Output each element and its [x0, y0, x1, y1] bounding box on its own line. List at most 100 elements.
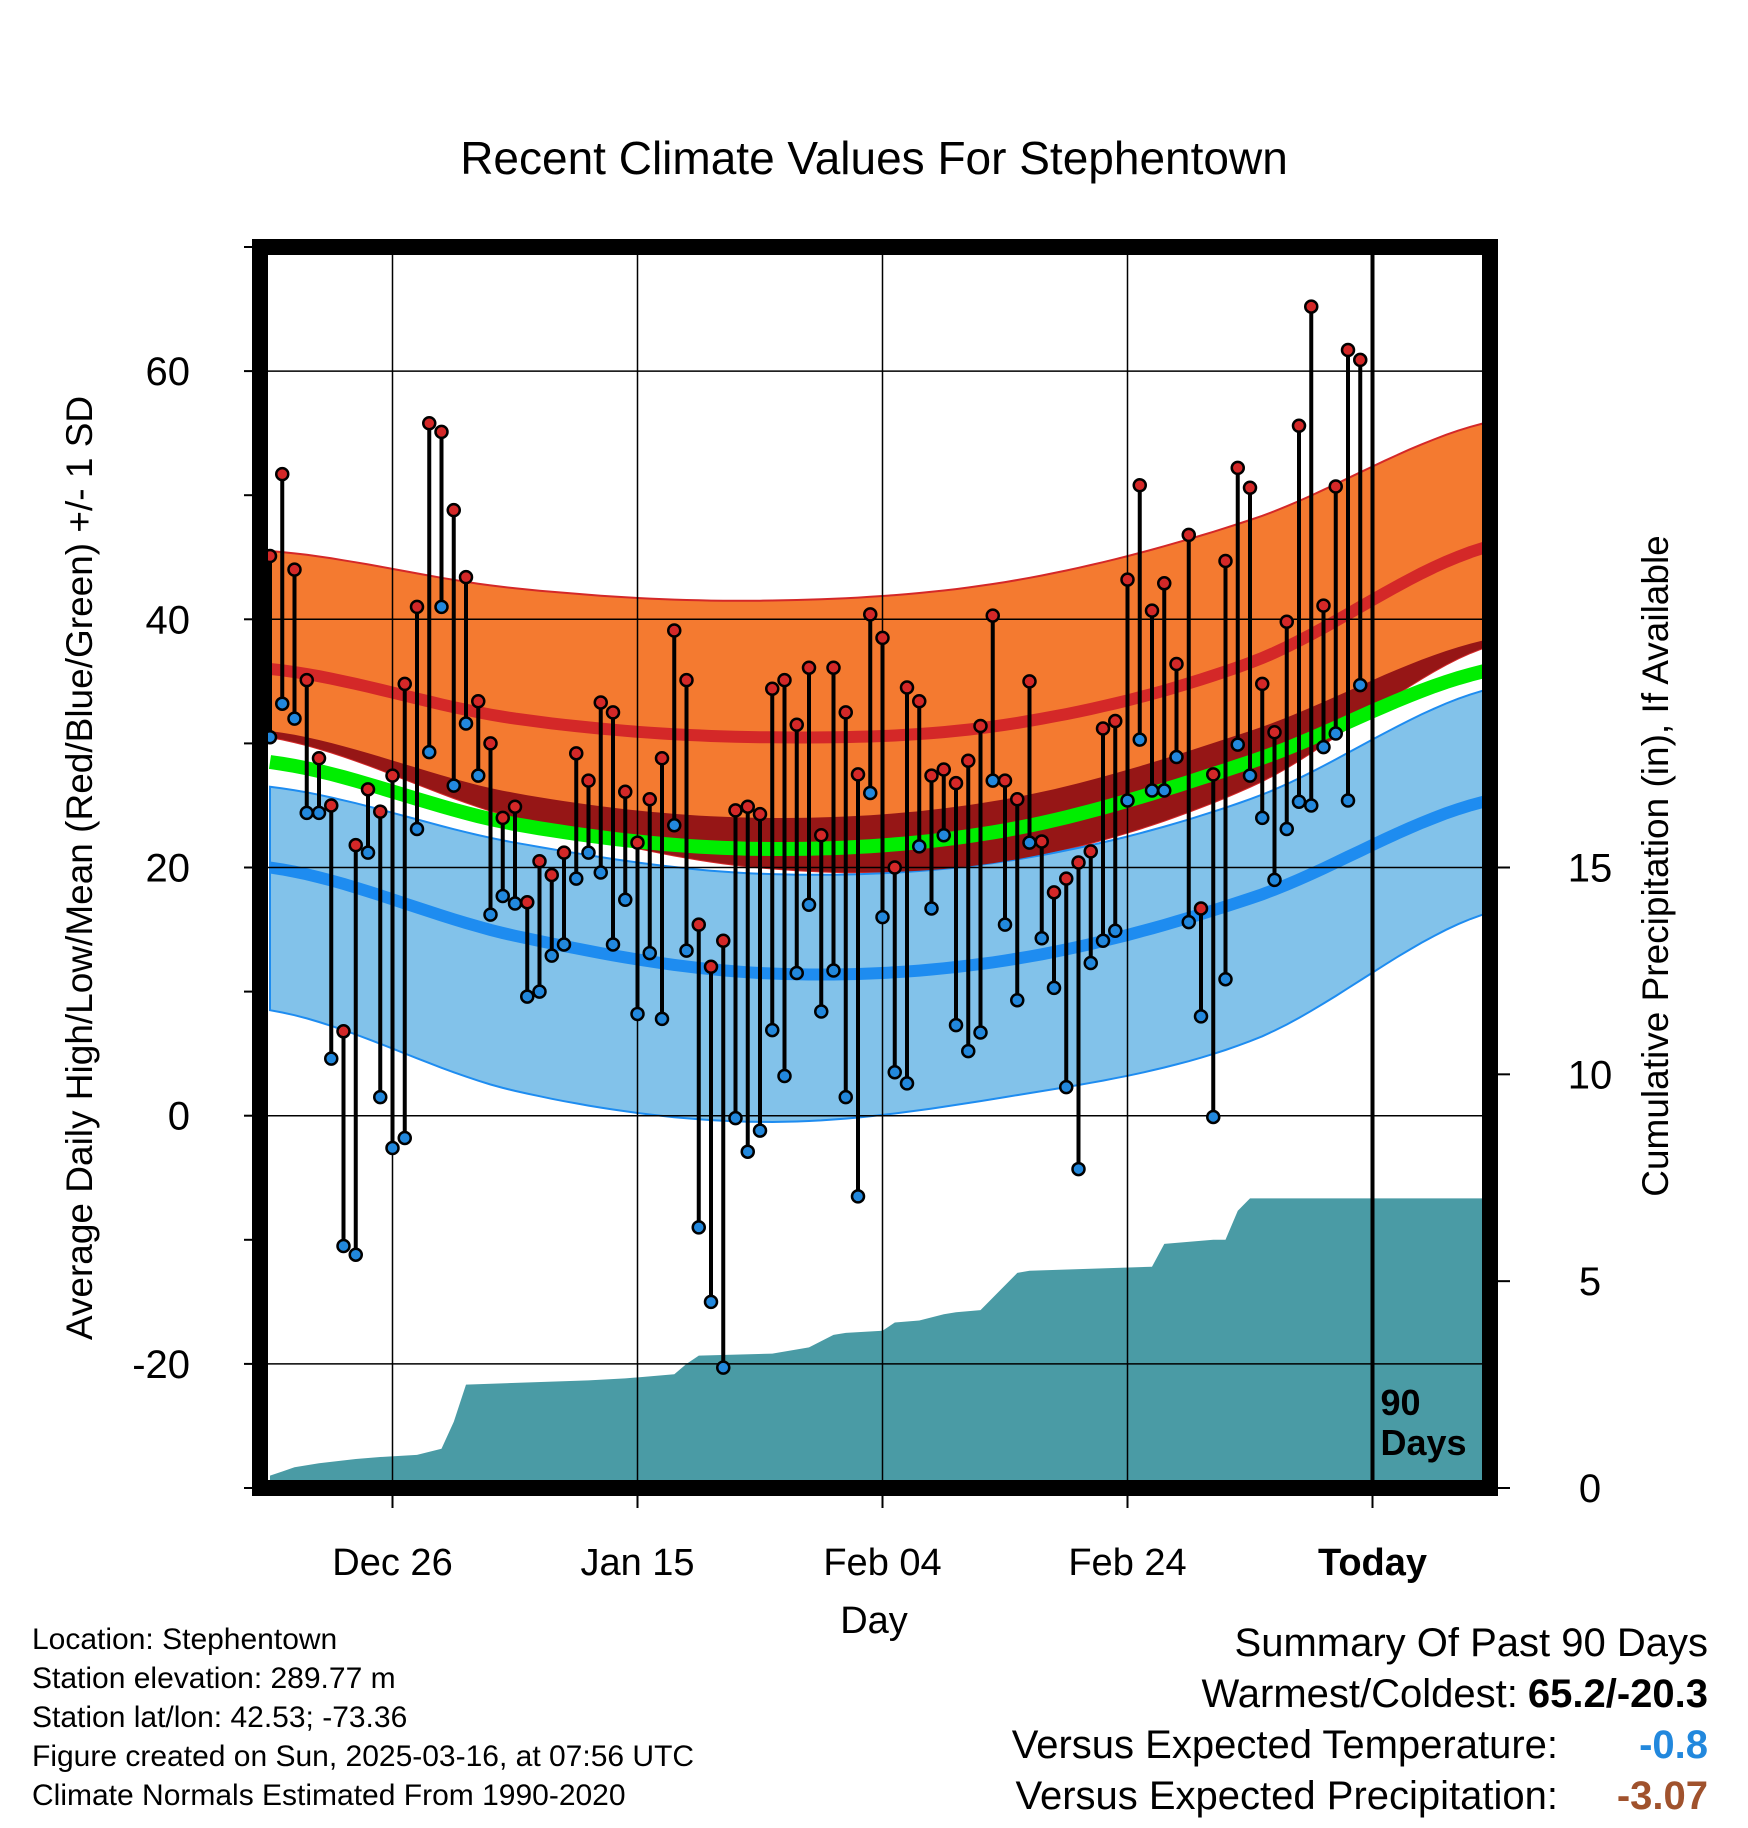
low-point [1279, 821, 1294, 837]
location-text: Location: Stephentown [32, 1623, 338, 1656]
high-point [458, 569, 474, 585]
precip-area [270, 1198, 1490, 1488]
precip-departure-row: Versus Expected Precipitation: -3.07 [1012, 1771, 1708, 1822]
high-point [409, 599, 425, 615]
high-point [299, 672, 314, 688]
high-point [667, 623, 682, 638]
low-point [605, 937, 621, 952]
high-point [446, 502, 461, 518]
high-point [1279, 614, 1294, 630]
high-point [630, 835, 645, 850]
y-tick-label: 0 [168, 1095, 190, 1139]
low-point [912, 839, 927, 854]
low-point [520, 989, 535, 1004]
high-point [1071, 855, 1086, 870]
low-point [703, 1294, 719, 1310]
high-point [1304, 299, 1319, 314]
high-point [1059, 871, 1074, 886]
y-axis-label: Average Daily High/Low/Mean (Red/Blue/Gr… [59, 396, 100, 1340]
high-point [740, 799, 755, 814]
high-point [863, 607, 878, 622]
low-point [948, 1017, 964, 1033]
high-point [814, 827, 829, 843]
summary-panel: Summary Of Past 90 Days Warmest/Coldest:… [1012, 1618, 1708, 1822]
low-point [740, 1144, 755, 1159]
low-point [348, 1247, 363, 1262]
plot-frame [252, 239, 1498, 1496]
high-point [556, 845, 572, 860]
high-point [471, 693, 486, 709]
high-point [1083, 844, 1098, 859]
low-point [789, 965, 804, 981]
low-point [1304, 798, 1319, 813]
low-point [532, 984, 547, 999]
y-tick-label: -20 [132, 1343, 190, 1387]
high-point [336, 1024, 351, 1039]
high-point [507, 799, 523, 814]
y-right-tick-label: 15 [1568, 847, 1613, 891]
low-point [863, 785, 878, 801]
high-point [924, 768, 939, 783]
high-point [1095, 721, 1111, 736]
axes: -20 0 20 40 60 0 5 10 15 Dec 26 Jan 15 Feb 04 Feb 24… [59, 239, 1676, 1642]
high-point [801, 660, 817, 675]
high-point [654, 751, 670, 766]
x-tick-label: Feb 04 [823, 1542, 941, 1584]
high-point [838, 705, 853, 720]
low-point [801, 897, 817, 912]
low-point [875, 909, 890, 925]
high-point [948, 775, 964, 791]
warmest-value: 65.2/-20.3 [1527, 1672, 1708, 1716]
high-point [434, 424, 449, 440]
low-point [997, 917, 1013, 932]
high-point [544, 867, 559, 883]
low-point [887, 1065, 902, 1080]
low-point [1108, 923, 1123, 939]
high-point [728, 803, 743, 818]
x-tick-label: Feb 24 [1068, 1542, 1186, 1584]
low-point [838, 1089, 853, 1105]
y-right-tick-label: 10 [1568, 1053, 1613, 1097]
high-point [618, 784, 633, 800]
high-point [1242, 480, 1258, 496]
low-point [667, 818, 682, 833]
low-point [1328, 726, 1343, 741]
low-point [336, 1238, 351, 1254]
high-point [752, 806, 768, 822]
low-point [299, 805, 314, 821]
low-point [642, 945, 657, 961]
x-tick-label: Today [1318, 1542, 1427, 1584]
high-point [1022, 674, 1037, 689]
low-point [973, 1025, 988, 1040]
low-point [1071, 1161, 1086, 1177]
high-point [1169, 656, 1184, 672]
high-point [765, 681, 780, 697]
precip-departure-value: -3.07 [1616, 1774, 1708, 1818]
low-point [654, 1011, 670, 1027]
low-point [1353, 677, 1368, 693]
station-info: Location: Stephentown Station elevation:… [32, 1620, 694, 1815]
low-point [618, 892, 633, 908]
low-point [1132, 732, 1147, 747]
high-point [1267, 724, 1282, 740]
low-point [826, 963, 841, 978]
low-point [287, 711, 302, 726]
low-point [777, 1068, 792, 1084]
high-point [703, 959, 719, 975]
high-point [875, 630, 890, 646]
low-point [495, 888, 510, 904]
high-point [789, 717, 804, 733]
low-point [1046, 980, 1062, 996]
high-point [777, 672, 792, 688]
low-point [1083, 955, 1098, 971]
high-point [1206, 767, 1221, 782]
high-point [569, 746, 584, 761]
normals-text: Climate Normals Estimated From 1990-2020 [32, 1779, 626, 1812]
high-point [1193, 901, 1209, 916]
high-point [324, 798, 339, 813]
low-point [936, 827, 951, 843]
high-point [495, 810, 510, 826]
high-point [1034, 834, 1049, 849]
high-point [1120, 572, 1135, 587]
low-point [752, 1123, 768, 1138]
